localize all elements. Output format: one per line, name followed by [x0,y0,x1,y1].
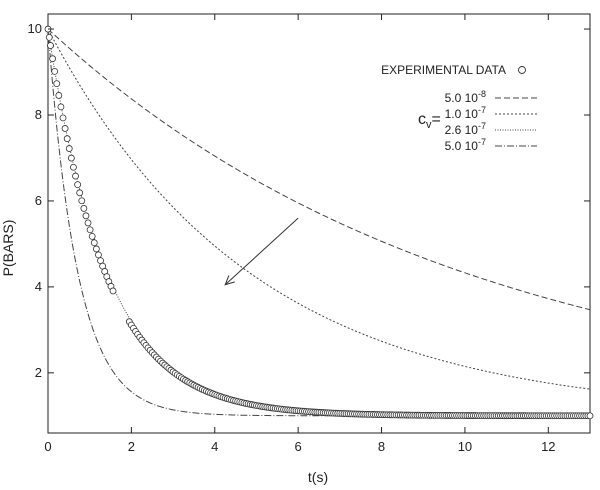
data-point [82,212,90,220]
y-tick-label: 6 [35,193,42,208]
data-point [57,103,65,111]
data-point [78,197,86,205]
legend-label: 2.6 10-7 [445,121,486,137]
legend-item-experimental: EXPERIMENTAL DATA [381,63,526,77]
data-point [72,172,79,180]
x-tick-label: 12 [541,439,555,454]
legend-label: EXPERIMENTAL DATA [381,63,506,77]
scatter-points [44,25,594,420]
data-point [49,55,56,63]
data-point [92,245,100,253]
legend-label: 5.0 10-7 [445,137,486,153]
series-line-4 [47,29,590,417]
legend: EXPERIMENTAL DATA 5.0 10-81.0 10-72.6 10-… [381,63,537,153]
data-point [51,67,59,75]
y-tick-label: 8 [35,107,42,122]
x-tick-label: 6 [295,439,302,454]
legend-item-1: 5.0 10-8 [445,89,537,105]
y-axis: 2 4 6 8 10 [28,21,590,380]
data-point [109,287,117,295]
data-point [86,226,94,234]
plot-frame [47,13,591,434]
plot-area [44,13,594,434]
y-tick-label: 2 [35,365,42,380]
data-point [63,135,71,143]
legend-group-label: cv= [418,111,441,131]
data-point [61,125,69,132]
series-line-1 [47,28,591,311]
data-point [80,205,88,212]
legend-label: 1.0 10-7 [445,105,486,121]
series-line-3 [47,28,590,417]
data-point [47,42,54,49]
y-tick-label: 10 [28,21,42,36]
x-axis: 0 2 4 6 8 10 12 [44,14,556,454]
data-point [55,92,63,99]
x-tick-label: 2 [128,439,135,454]
trend-arrow [224,217,299,286]
data-point [95,251,102,259]
data-point [70,163,77,171]
x-tick-label: 0 [44,439,51,454]
legend-item-3: 2.6 10-7 [445,121,537,137]
x-axis-title: t(s) [308,469,328,485]
data-point [76,189,84,197]
legend-marker [518,66,526,74]
legend-item-4: 5.0 10-7 [445,137,537,153]
data-point [90,239,98,247]
x-tick-label: 10 [458,439,472,454]
y-axis-title: P(BARS) [0,220,16,277]
data-point [84,219,92,227]
series-line-2 [47,28,591,390]
data-point [74,181,81,189]
data-point [59,114,67,122]
x-tick-label: 8 [378,439,385,454]
legend-label: 5.0 10-8 [445,89,486,105]
legend-item-2: 1.0 10-7 [445,105,537,121]
data-point [45,33,53,41]
trend-arrow-head [224,275,235,286]
data-point [65,145,73,152]
y-tick-label: 4 [35,279,42,294]
x-tick-label: 4 [211,439,218,454]
data-point [88,232,96,240]
data-point [97,257,104,265]
data-point [53,80,61,88]
data-point [67,154,75,162]
data-point [586,412,594,420]
